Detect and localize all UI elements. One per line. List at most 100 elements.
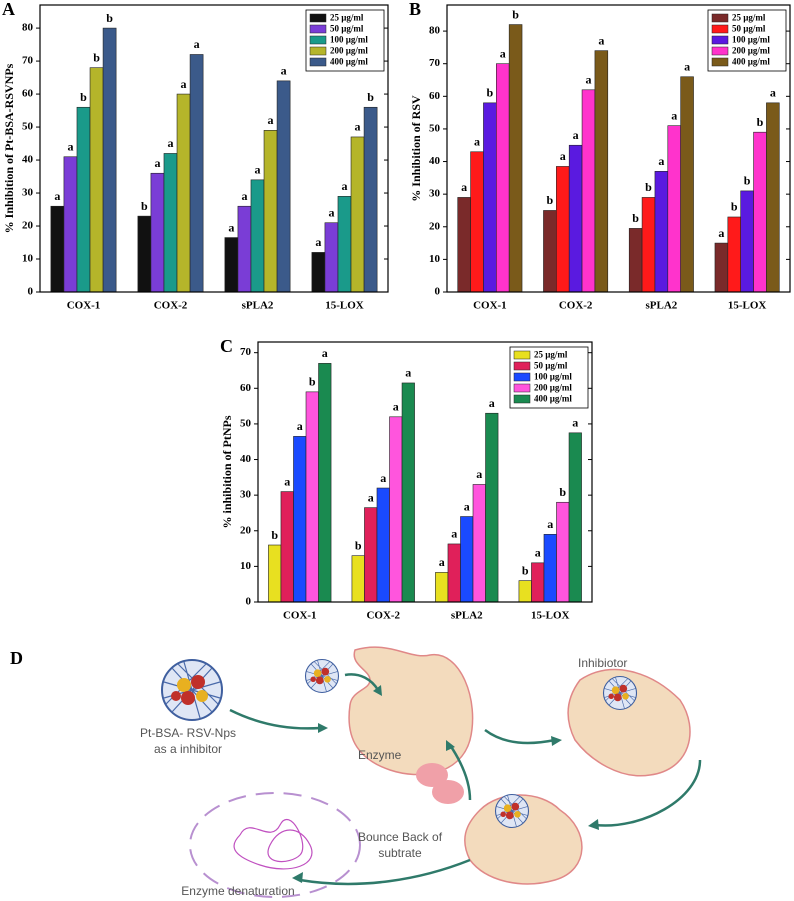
bar-letter: a [297, 419, 303, 433]
plot-frame [446, 4, 791, 293]
legend-label: 100 µg/ml [732, 35, 770, 45]
bar [401, 382, 415, 603]
y-tick-label: 70 [240, 346, 252, 358]
bar [293, 436, 307, 603]
y-axis-title: % inhibition of PtNPs [220, 415, 234, 528]
bar-letter: a [168, 136, 174, 150]
bar [250, 179, 265, 293]
legend-label: 400 µg/ml [732, 57, 770, 67]
y-tick-label: 0 [28, 286, 34, 298]
panel-label: B [409, 0, 421, 19]
label: Bounce Back of [358, 830, 443, 844]
x-tick-label: 15-LOX [325, 300, 364, 312]
bar [472, 484, 486, 603]
plot-frame [39, 4, 389, 293]
label: Inhibiotor [578, 656, 627, 670]
bar [727, 216, 741, 293]
bar-letter: a [67, 139, 73, 153]
arrowheads [292, 685, 599, 883]
y-tick-label: 10 [240, 560, 252, 572]
bar [460, 516, 474, 603]
x-tick-label: sPLA2 [451, 610, 483, 622]
bar-letter: a [489, 396, 495, 410]
nanoparticle [602, 675, 638, 711]
legend-label: 100 µg/ml [330, 35, 368, 45]
bar-letter: a [439, 555, 445, 569]
bar-letter: a [368, 490, 374, 504]
legend-swatch [711, 57, 729, 67]
bar [364, 507, 378, 603]
legend-label: 400 µg/ml [330, 57, 368, 67]
bar-letter: a [322, 346, 328, 360]
bar-letter: b [744, 174, 751, 188]
y-tick-label: 10 [22, 253, 34, 265]
bar [543, 534, 557, 603]
bar [470, 151, 484, 293]
bar [189, 54, 204, 293]
legend-label: 100 µg/ml [534, 372, 572, 382]
substrate [432, 780, 464, 804]
y-tick-label: 80 [429, 25, 441, 37]
bar [628, 228, 643, 293]
bar-letter: a [535, 546, 541, 560]
bar [324, 222, 339, 293]
bar-letter: a [464, 499, 470, 513]
y-tick-label: 30 [429, 188, 441, 200]
bar [337, 196, 352, 293]
bar-letter: a [241, 189, 247, 203]
enzyme [348, 646, 474, 776]
bar-letter: b [271, 528, 278, 542]
bar-letter: a [658, 154, 664, 168]
bar-letter: a [547, 517, 553, 531]
legend-label: 50 µg/ml [732, 24, 766, 34]
bar-letter: a [500, 46, 506, 60]
y-tick-label: 60 [240, 382, 252, 394]
bar-letter: a [451, 527, 457, 541]
bar [654, 171, 669, 293]
x-tick-label: COX-2 [366, 610, 400, 622]
bar [150, 172, 165, 293]
bar [363, 106, 378, 293]
nanoparticle [304, 658, 340, 694]
y-axis-title: % Inhibition of RSV [409, 95, 423, 202]
bar [276, 80, 291, 293]
bar [137, 215, 152, 293]
bar-letter: a [380, 471, 386, 485]
bar [102, 27, 117, 293]
nanoparticle [161, 659, 223, 721]
bar [581, 89, 596, 293]
bar-letter: a [718, 226, 724, 240]
arrows [229, 673, 702, 886]
bar [667, 125, 681, 293]
bar-letter: b [141, 199, 148, 213]
y-tick-label: 60 [429, 90, 441, 102]
bar-letter: a [770, 86, 776, 100]
enzyme [567, 668, 691, 777]
legend-swatch [309, 57, 327, 67]
substrate [416, 763, 448, 787]
bar [766, 102, 780, 293]
legend-swatch [513, 394, 531, 404]
bar-letter: b [559, 485, 566, 499]
y-tick-label: 40 [22, 154, 34, 166]
y-tick-label: 20 [429, 220, 441, 232]
legend-swatch [309, 13, 327, 23]
bar [263, 130, 278, 293]
y-tick-label: 40 [240, 453, 252, 465]
x-tick-label: 15-LOX [531, 610, 570, 622]
bar [485, 412, 499, 603]
bar [531, 562, 545, 603]
bar [311, 252, 326, 293]
legend-swatch [513, 361, 531, 371]
legend-swatch [711, 13, 729, 23]
label: subtrate [378, 846, 422, 860]
bar-letter: b [632, 211, 639, 225]
bar [376, 487, 390, 603]
bar-letter: a [315, 235, 321, 249]
y-tick-label: 30 [240, 489, 252, 501]
bar [508, 24, 523, 293]
bar [753, 131, 767, 293]
nanoparticle [494, 793, 530, 829]
bar-letter: a [474, 135, 480, 149]
